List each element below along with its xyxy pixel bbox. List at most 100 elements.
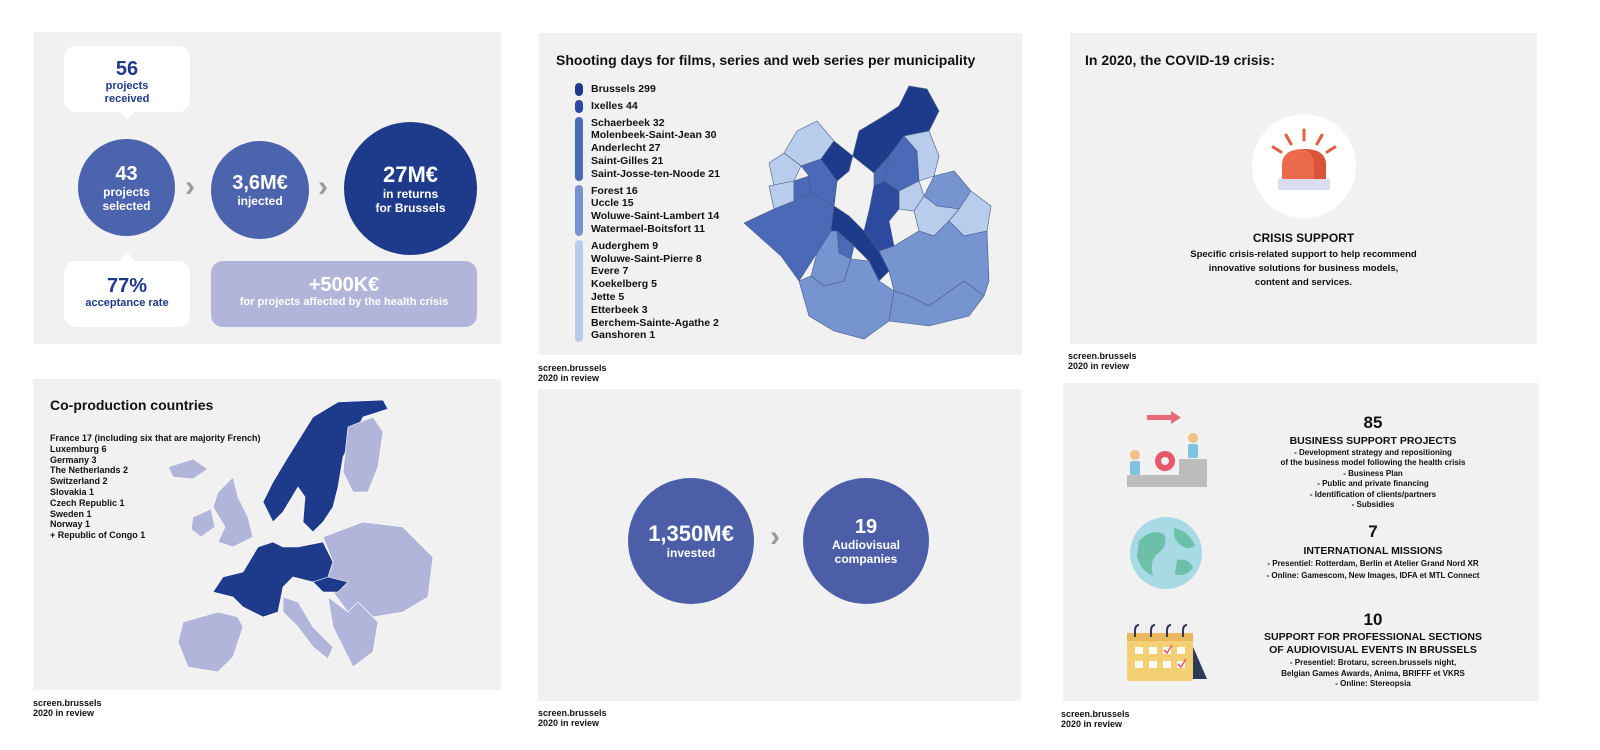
received-label-1: projects (105, 80, 149, 92)
municipality-legend: Brussels 299 Ixelles 44 Schaerbeek 32 Molen… (575, 83, 720, 346)
text-line: - Online: Stereopsia (1335, 679, 1411, 689)
legend-swatch (575, 184, 583, 236)
municipality-panel: Shooting days for films, series and web … (539, 33, 1022, 355)
text-line: The Netherlands 2 (50, 465, 129, 476)
chevron-right-icon: › (185, 170, 195, 203)
chevron-right-icon: › (770, 520, 780, 553)
invested-circle: 1,350M€ invested (628, 478, 754, 604)
returns-label-1: in returns (382, 186, 439, 201)
brussels-map (743, 85, 992, 340)
text-line: - Subsidies (1351, 500, 1395, 510)
map-ireland (190, 508, 216, 538)
legend-item: Anderlecht 27 (591, 142, 661, 155)
legend-item: Koekelberg 5 (591, 278, 657, 291)
acceptance-bubble: 77% acceptance rate (64, 261, 190, 327)
block3-lines: - Presentiel: Brotaru, screen.brussels n… (1213, 658, 1533, 690)
text-line: Norway 1 (50, 519, 91, 530)
map-central (312, 576, 349, 593)
legend-group: Forest 16 Uccle 15 Woluwe-Saint-Lambert 14… (575, 184, 720, 236)
municipality-title: Shooting days for films, series and web … (556, 52, 976, 68)
footer-brand: screen.brussels (538, 363, 607, 373)
text-line: + Republic of Congo 1 (50, 530, 146, 541)
text-line: - Identification of clients/partners (1309, 489, 1437, 499)
block2-lines: - Presentiel: Rotterdam, Berlin et Ateli… (1213, 558, 1533, 581)
stats-panel: 56 projects received 43 projects selecte… (33, 32, 501, 344)
text-line: - Online: Gamescom, New Images, IDFA et … (1266, 570, 1480, 580)
legend-item: Woluwe-Saint-Lambert 14 (591, 210, 720, 223)
block1-heading: BUSINESS SUPPORT PROJECTS (1289, 435, 1457, 447)
footer-sub: 2020 in review (538, 718, 600, 728)
footer-panel6: screen.brussels 2020 in review (1061, 709, 1130, 729)
text-line: Germany 3 (50, 454, 97, 465)
business-support-panel: 85 BUSINESS SUPPORT PROJECTS - Developme… (1063, 383, 1539, 701)
legend-group: Schaerbeek 32 Molenbeek-Saint-Jean 30 Ande… (575, 116, 720, 181)
covid-title: In 2020, the COVID-19 crisis: (1085, 52, 1275, 68)
selected-number: 43 (115, 162, 138, 185)
received-bubble: 56 projects received (64, 46, 190, 112)
returns-number: 27M€ (382, 161, 439, 187)
covid-panel: In 2020, the COVID-19 crisis: CRISIS SUP… (1070, 33, 1537, 344)
chevron-right-icon: › (318, 170, 328, 203)
returns-label-2: for Brussels (375, 200, 446, 215)
block3-number: 10 (1363, 610, 1383, 629)
text-line: Luxemburg 6 (50, 443, 107, 454)
text-line: France 17 (including six that are majori… (50, 433, 261, 443)
returns-circle: 27M€ in returns for Brussels (344, 122, 477, 255)
text-line: Slovakia 1 (50, 486, 95, 497)
text-line: of the business model following the heal… (1280, 458, 1466, 468)
received-label-2: received (104, 93, 150, 105)
europe-map (167, 399, 434, 673)
legend-swatch (575, 116, 583, 181)
block1-lines: - Development strategy and repositioning… (1223, 448, 1523, 510)
block3-heading-2: OF AUDIOVISUAL EVENTS IN BRUSSELS (1269, 644, 1477, 656)
footer-brand: screen.brussels (1061, 709, 1130, 719)
legend-item: Forest 16 (591, 184, 638, 197)
block2-heading: INTERNATIONAL MISSIONS (1303, 545, 1443, 557)
crisis-heading: CRISIS SUPPORT (1252, 231, 1355, 245)
bubble-pointer (118, 110, 136, 120)
invested-number: 1,350M€ (648, 521, 734, 546)
text-line: Czech Republic 1 (50, 497, 125, 508)
injected-circle: 3,6M€ injected (211, 141, 309, 239)
map-region-uccle (798, 258, 895, 340)
country-list: France 17 (including six that are majori… (50, 433, 261, 541)
legend-item: Evere 7 (591, 265, 629, 278)
text-line: Switzerland 2 (50, 476, 108, 487)
health-number: +500K€ (308, 274, 380, 296)
companies-label-1: Audiovisual (831, 538, 900, 552)
legend-item: Etterbeek 3 (591, 303, 648, 316)
legend-item: Jette 5 (591, 290, 625, 303)
map-region-sonian (888, 280, 985, 327)
text-line: Sweden 1 (50, 508, 92, 519)
map-west-europe (212, 541, 334, 618)
footer-brand: screen.brussels (33, 698, 102, 708)
legend-item: Berchem-Sainte-Agathe 2 (591, 316, 719, 329)
business-support-icon (1127, 411, 1207, 487)
text-line: Belgian Games Awards, Anima, BRIFFF et V… (1281, 668, 1465, 678)
acceptance-pointer (118, 252, 136, 262)
injected-label: injected (237, 194, 283, 208)
legend-swatch (575, 83, 583, 96)
map-iberia (177, 611, 244, 673)
block1-number: 85 (1363, 413, 1383, 432)
map-italy (282, 596, 334, 660)
legend-group: Brussels 299 (575, 83, 720, 96)
crisis-text-1: Specific crisis-related support to help … (1190, 249, 1417, 260)
map-balkans (327, 596, 379, 668)
footer-panel2: screen.brussels 2020 in review (538, 363, 607, 383)
text-line: - Presentiel: Brotaru, screen.brussels n… (1289, 658, 1457, 667)
legend-swatch (575, 99, 583, 113)
legend-item: Ganshoren 1 (591, 329, 656, 342)
footer-brand: screen.brussels (538, 708, 607, 718)
acceptance-label: acceptance rate (85, 297, 169, 309)
crisis-text-3: content and services. (1254, 277, 1353, 288)
invested-label: invested (666, 546, 716, 560)
legend-item: Saint-Josse-ten-Noode 21 (591, 167, 720, 180)
globe-icon (1130, 517, 1202, 589)
health-crisis-box: +500K€ for projects affected by the heal… (211, 261, 477, 327)
legend-item: Watermael-Boitsfort 11 (591, 222, 705, 235)
calendar-icon (1127, 624, 1207, 681)
selected-label-2: selected (102, 198, 151, 213)
text-line: - Development strategy and repositioning (1294, 448, 1452, 457)
